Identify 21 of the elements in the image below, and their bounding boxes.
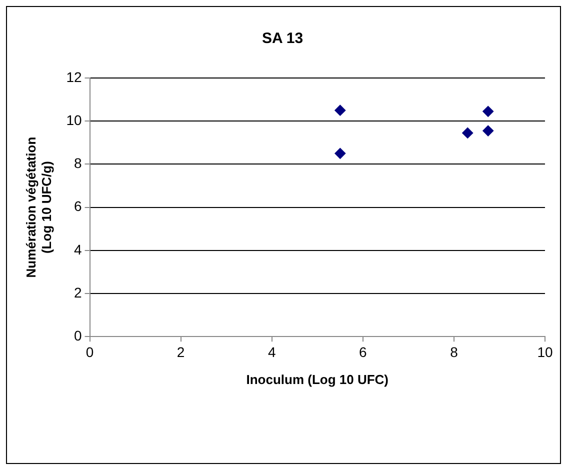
- y-tick-label: 10: [66, 112, 82, 128]
- x-tick-label: 6: [359, 344, 368, 360]
- x-tick-label: 2: [176, 344, 185, 360]
- y-tick-label: 8: [74, 155, 82, 172]
- y-axis-title: Numération végétation (Log 10 UFC/g): [23, 136, 54, 278]
- point: [482, 106, 494, 117]
- x-tick-label: 0: [86, 344, 94, 360]
- x-axis-title: Inoculum (Log 10 UFC): [246, 372, 389, 387]
- chart-title: SA 13: [262, 30, 304, 48]
- point: [334, 104, 346, 116]
- y-tick-label: 0: [74, 327, 82, 344]
- x-tick-label: 8: [450, 344, 458, 360]
- y-tick-label: 4: [74, 241, 82, 258]
- point: [462, 127, 474, 138]
- y-tick-label: 2: [74, 284, 82, 300]
- x-tick-label: 10: [537, 344, 553, 360]
- y-tick-label: 6: [74, 198, 82, 214]
- y-tick-label: 12: [66, 68, 82, 85]
- x-tick-label: 4: [268, 344, 276, 360]
- point: [482, 125, 494, 136]
- point: [334, 148, 346, 159]
